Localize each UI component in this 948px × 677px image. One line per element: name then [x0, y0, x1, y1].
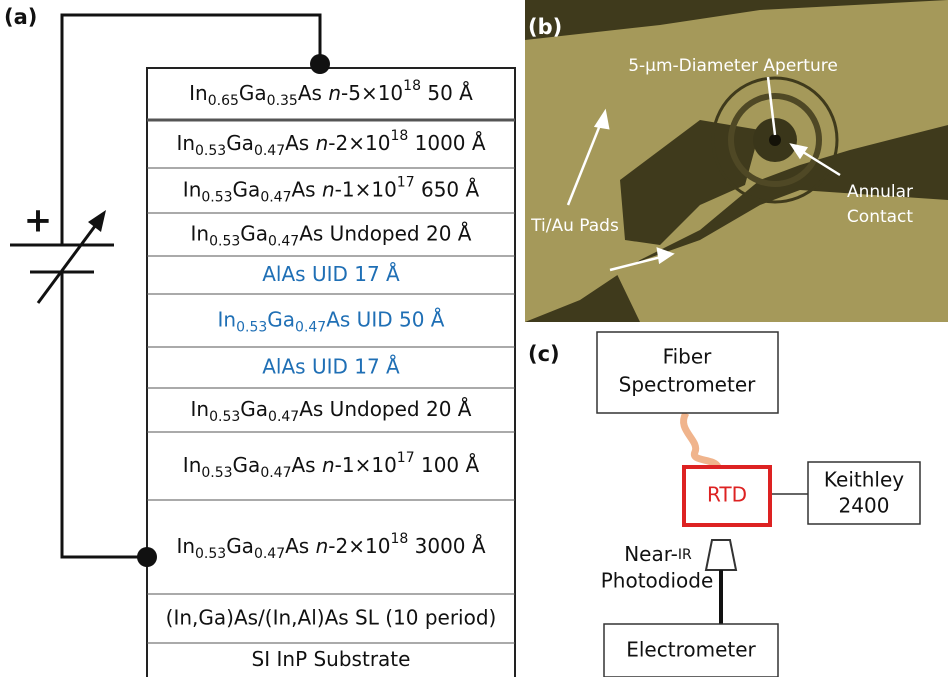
text-part: n [316, 534, 329, 558]
layer-label: (In,Ga)As/(In,Al)As SL (10 period) [166, 605, 497, 629]
text-part: As Undoped 20 Å [299, 397, 472, 421]
text-part: Ga [233, 453, 261, 477]
text-part: As [285, 131, 315, 155]
panel-label: (a) [4, 5, 37, 29]
wire [62, 272, 147, 557]
text-part: 0.47 [268, 409, 299, 425]
photodiode-label: Photodiode [601, 569, 714, 593]
text-part: 0.47 [268, 234, 299, 250]
text-part: Ga [240, 397, 268, 421]
text-part: 18 [390, 128, 408, 144]
panel-label: (b) [528, 15, 562, 39]
text-part: As [298, 81, 328, 105]
text-part: In [176, 534, 195, 558]
text-part: 18 [390, 531, 408, 547]
layer-label: AlAs UID 17 Å [262, 262, 400, 286]
text-part: 0.47 [260, 190, 291, 206]
photodiode [706, 540, 736, 570]
fiber [684, 413, 718, 467]
text-part: n [316, 131, 329, 155]
text-part: 3000 Å [408, 534, 486, 558]
text-part: 0.53 [201, 465, 232, 481]
text-part: 50 Å [421, 81, 473, 105]
label-part: Near- [624, 542, 678, 566]
text-part: 0.53 [236, 320, 267, 336]
layer-label: SI InP Substrate [252, 647, 411, 671]
text-part: n [328, 81, 341, 105]
text-part: Ga [267, 307, 295, 331]
text-part: 0.47 [254, 143, 285, 159]
aperture-label: 5-μm-Diameter Aperture [628, 56, 838, 76]
pads-label: Ti/Au Pads [530, 216, 619, 236]
text-part: 17 [397, 175, 415, 191]
text-part: In [191, 221, 210, 245]
text-part: 0.53 [195, 546, 226, 562]
text-part: In [189, 81, 208, 105]
keithley-label: 2400 [839, 494, 890, 518]
contact-dot [137, 547, 157, 567]
text-part: -5×10 [341, 81, 403, 105]
text-part: 0.53 [209, 409, 240, 425]
figure: (a) In0.65Ga0.35As n-5×1018 50 ÅIn0.53Ga… [0, 0, 948, 677]
text-part: 17 [397, 450, 415, 466]
micrograph: (b) 5-μm-Diameter Aperture Annular Conta… [525, 0, 948, 322]
text-part: Ga [239, 81, 267, 105]
keithley-label: Keithley [824, 468, 904, 492]
text-part: As Undoped 20 Å [299, 221, 472, 245]
text-part: As [291, 453, 321, 477]
text-part: In [191, 397, 210, 421]
text-part: 18 [403, 78, 421, 94]
text-part: 0.53 [209, 234, 240, 250]
text-part: -1×10 [335, 453, 397, 477]
text-part: SI InP Substrate [252, 647, 411, 671]
text-part: In [176, 131, 195, 155]
text-part: 0.47 [295, 320, 326, 336]
text-part: n [322, 177, 335, 201]
text-part: In [183, 453, 202, 477]
label-part: IR [678, 547, 692, 563]
photodiode-label: Near-IR [624, 542, 692, 566]
text-part: n [322, 453, 335, 477]
text-part: 0.53 [201, 190, 232, 206]
text-part: Ga [226, 534, 254, 558]
text-part: As [291, 177, 321, 201]
text-part: -2×10 [328, 131, 390, 155]
spectrometer-label: Fiber [663, 345, 713, 369]
text-part: As UID 50 Å [326, 307, 445, 331]
text-part: AlAs UID 17 Å [262, 262, 400, 286]
text-part: In [218, 307, 237, 331]
text-part: 0.53 [195, 143, 226, 159]
text-part: 100 Å [415, 453, 480, 477]
spectrometer-label: Spectrometer [619, 373, 756, 397]
text-part: 1000 Å [408, 131, 486, 155]
text-part: Ga [226, 131, 254, 155]
text-part: -2×10 [328, 534, 390, 558]
text-part: 650 Å [415, 177, 480, 201]
contact-dot [310, 54, 330, 74]
text-part: 0.65 [208, 93, 239, 109]
text-part: 0.47 [260, 465, 291, 481]
arrow-head [88, 210, 106, 232]
contact-label: Annular [847, 182, 913, 202]
rtd-label: RTD [707, 483, 747, 507]
text-part: As [285, 534, 315, 558]
layer-label: AlAs UID 17 Å [262, 354, 400, 378]
text-part: Ga [240, 221, 268, 245]
panel-label: (c) [528, 342, 560, 366]
text-part: 0.47 [254, 546, 285, 562]
aperture [769, 134, 781, 146]
contact-label: Contact [847, 207, 913, 227]
layer-stack: In0.65Ga0.35As n-5×1018 50 ÅIn0.53Ga0.47… [147, 68, 515, 677]
text-part: 0.35 [267, 93, 298, 109]
text-part: -1×10 [335, 177, 397, 201]
text-part: Ga [233, 177, 261, 201]
text-part: AlAs UID 17 Å [262, 354, 400, 378]
text-part: In [183, 177, 202, 201]
battery-sign: + [24, 201, 53, 241]
electrometer-label: Electrometer [626, 638, 756, 662]
text-part: (In,Ga)As/(In,Al)As SL (10 period) [166, 605, 497, 629]
